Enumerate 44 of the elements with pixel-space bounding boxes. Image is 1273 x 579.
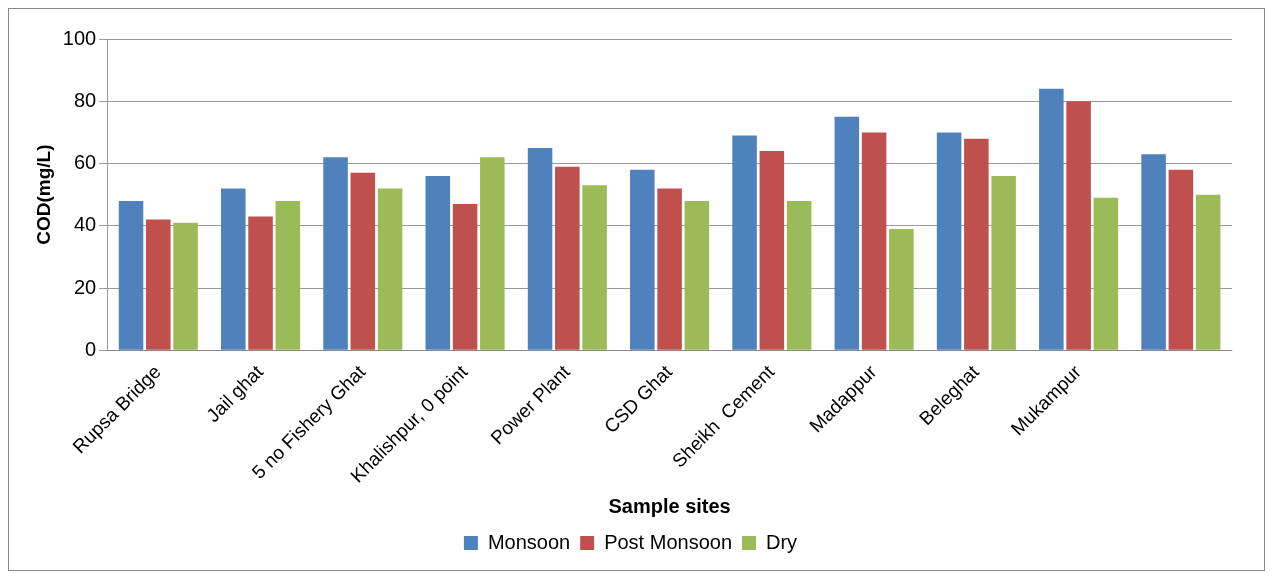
legend-label: Dry [766,530,798,553]
bar [1066,101,1091,350]
bar [1168,169,1194,350]
bar [1141,154,1166,350]
bar [425,175,451,350]
y-tick-label: 100 [62,26,97,49]
bar [323,157,348,350]
bar [732,135,757,350]
bar [657,188,682,350]
bar [275,200,301,350]
bar [1093,197,1119,350]
bar [861,132,887,350]
bar [1039,88,1064,350]
bar [786,200,812,350]
y-tick-label: 80 [73,88,97,111]
y-tick-label: 20 [73,275,97,298]
y-tick-label: 40 [73,213,97,236]
bar [377,188,403,350]
bar [991,175,1016,350]
bar [146,219,171,350]
bar [527,147,553,350]
y-axis-title: COD(mg/L) [32,144,54,245]
bar [452,204,478,350]
bar [221,188,246,350]
x-axis-title: Sample sites [608,494,731,517]
bar [582,185,607,350]
bar [889,228,914,350]
bar [936,132,962,350]
bar [630,169,655,350]
bar [555,166,580,350]
bar [964,138,989,350]
y-tick-label: 60 [73,151,97,174]
bar [118,200,144,350]
bar [350,172,376,350]
bar [173,222,198,350]
bar [759,151,785,350]
bar [248,216,273,350]
bar [684,200,710,350]
bar [1195,194,1221,350]
bar [834,116,860,350]
legend-label: Post Monsoon [604,530,733,553]
y-tick-label: 0 [85,337,97,360]
bar [480,157,505,350]
legend-label: Monsoon [487,530,571,553]
